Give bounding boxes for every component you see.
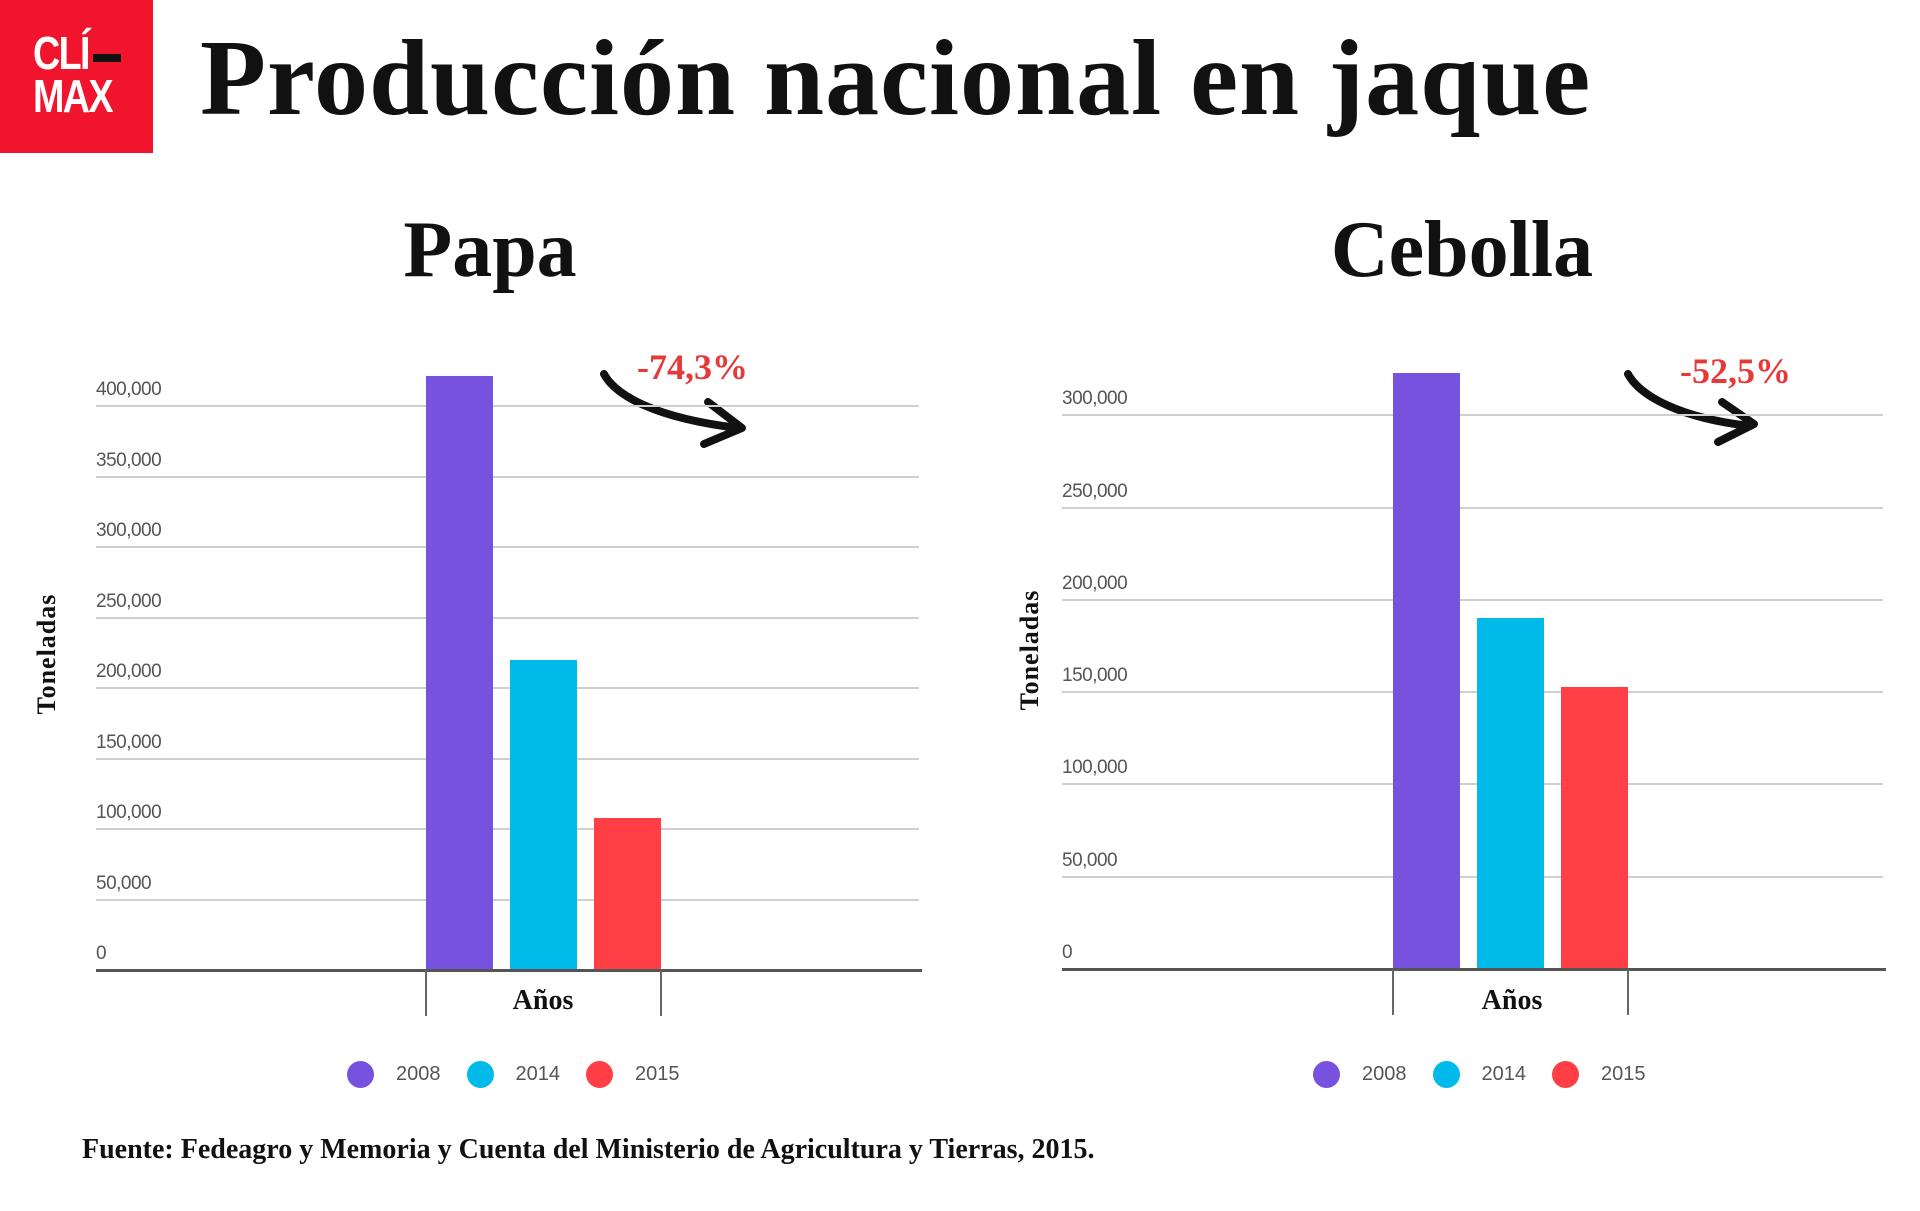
y-tick-label: 100,000 (1062, 757, 1128, 779)
y-tick-label: 100,000 (96, 802, 162, 823)
gridline (96, 828, 919, 830)
gridline (96, 757, 919, 760)
legend-label: 2015 (1601, 1063, 1646, 1085)
bar-2015 (1561, 686, 1628, 969)
gridline (1062, 691, 1883, 694)
x-axis-label-cebolla: Años (1481, 985, 1543, 1016)
x-axis-line (96, 969, 922, 972)
y-tick-label: 0 (96, 943, 107, 964)
bar-2015 (594, 817, 661, 970)
bar-2014 (510, 659, 577, 970)
down-arrow-icon (1624, 370, 1758, 446)
y-tick-label: 50,000 (1062, 849, 1118, 871)
y-tick-label: 350,000 (96, 449, 162, 471)
legend-label: 2008 (396, 1063, 441, 1085)
gridline (96, 687, 919, 689)
gridline (96, 898, 919, 901)
legend-dot-2015-icon (1552, 1061, 1579, 1088)
y-axis-label-cebolla: Toneladas (1015, 589, 1044, 711)
bar-2014 (1477, 618, 1544, 969)
change-annotation-papa: -74,3% (637, 347, 748, 387)
y-tick-label: 200,000 (1062, 572, 1128, 594)
legend-item-2014: 2014 (466, 1061, 561, 1088)
y-tick-label: 150,000 (1062, 665, 1128, 687)
x-axis-label-papa: Años (512, 985, 574, 1016)
gridline (1062, 598, 1883, 601)
gridline (1062, 783, 1883, 786)
y-tick-label: 250,000 (96, 590, 162, 612)
chart-title-papa: Papa (403, 206, 577, 294)
gridline (96, 616, 919, 619)
source-footnote: Fuente: Fedeagro y Memoria y Cuenta del … (82, 1134, 1095, 1165)
x-axis-tick (1392, 969, 1394, 1015)
y-axis-label-papa: Toneladas (32, 593, 61, 715)
climax-logo: CLÍ MAX (0, 0, 153, 153)
legend-label: 2014 (515, 1063, 561, 1085)
legend-dot-2014-icon (466, 1061, 494, 1088)
logo-text-line1: CLÍ (33, 27, 90, 79)
x-axis-tick (1627, 969, 1629, 1015)
x-axis-line (1062, 968, 1886, 971)
legend-label: 2014 (1481, 1063, 1527, 1085)
page-title: Producción nacional en jaque (200, 19, 1592, 138)
x-axis-tick (660, 970, 662, 1016)
logo-text-line2: MAX (33, 70, 114, 122)
legend-dot-2015-icon (586, 1061, 613, 1088)
legend-item-2015: 2015 (586, 1061, 680, 1088)
legend-label: 2015 (635, 1063, 680, 1085)
legend-item-2008: 2008 (1313, 1061, 1407, 1088)
legend-dot-2008-icon (1313, 1061, 1340, 1088)
bar-2008 (426, 376, 493, 970)
y-tick-label: 300,000 (96, 520, 162, 541)
legend-cebolla: 2008 2014 2015 (1313, 1061, 1672, 1088)
gridline (96, 475, 919, 478)
y-tick-label: 250,000 (1062, 480, 1128, 502)
bar-2008 (1393, 372, 1460, 969)
gridline (96, 546, 919, 548)
legend-item-2008: 2008 (347, 1061, 441, 1088)
chart-title-cebolla: Cebolla (1330, 206, 1594, 294)
legend-item-2015: 2015 (1552, 1061, 1646, 1088)
y-tick-label: 300,000 (1062, 388, 1128, 410)
legend-label: 2008 (1362, 1063, 1407, 1085)
gridline (1062, 506, 1883, 509)
x-axis-tick (425, 970, 427, 1016)
y-tick-label: 50,000 (96, 872, 152, 894)
change-annotation-cebolla: -52,5% (1680, 351, 1791, 391)
gridline (1062, 414, 1883, 417)
y-tick-label: 150,000 (96, 731, 162, 753)
down-arrow-icon (600, 370, 746, 448)
y-tick-label: 200,000 (96, 661, 162, 682)
legend-item-2014: 2014 (1432, 1061, 1527, 1088)
legend-dot-2008-icon (347, 1061, 374, 1088)
gridline (1062, 875, 1883, 878)
legend-dot-2014-icon (1432, 1061, 1460, 1088)
y-tick-label: 400,000 (96, 379, 162, 400)
y-tick-label: 0 (1062, 942, 1073, 963)
logo-dash (93, 54, 121, 62)
gridline (96, 405, 919, 407)
legend-papa: 2008 2014 2015 (347, 1061, 706, 1088)
